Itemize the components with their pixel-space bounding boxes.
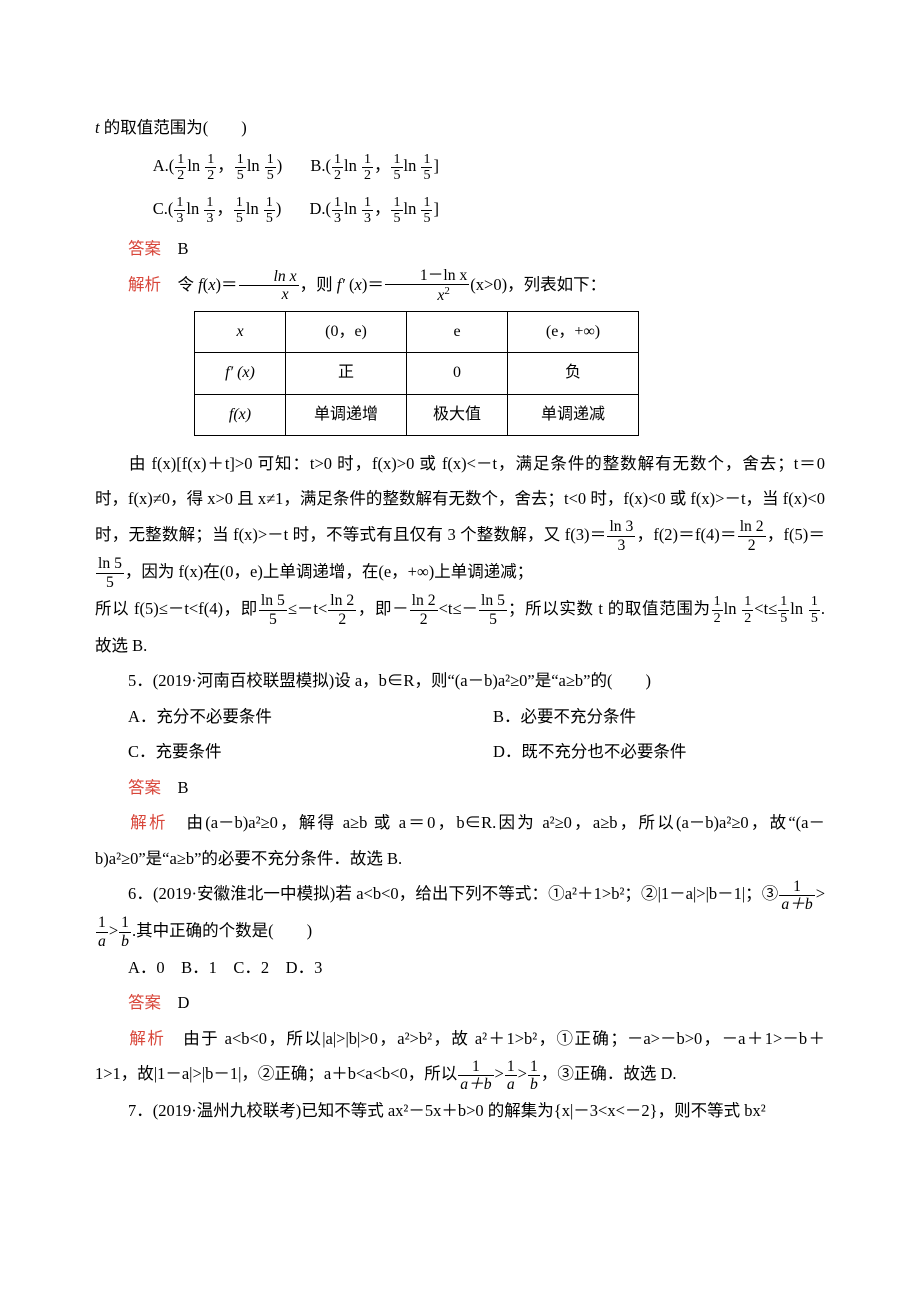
table-row: f(x) 单调递增 极大值 单调递减 <box>195 394 639 435</box>
q4-analysis-intro: 解析 令 f(x)＝ln xx，则 f′ (x)＝1－ln xx2(x>0)，列… <box>95 267 825 305</box>
q4-para1: 由 f(x)[f(x)＋t]>0 可知：t>0 时，f(x)>0 或 f(x)<… <box>95 446 825 591</box>
choice-D: D．既不充分也不必要条件 <box>460 734 825 769</box>
table-row: f′ (x) 正 0 负 <box>195 353 639 394</box>
document-page: t 的取值范围为( ) A.(12ln 12，15ln 15) B.(12ln … <box>0 0 920 1189</box>
answer-value: D <box>178 993 190 1012</box>
choice-B: B．必要不充分条件 <box>460 699 825 734</box>
choice-C: C.(13ln 13，15ln 15) <box>153 199 282 218</box>
choice-D: D.(13ln 13，15ln 15] <box>309 199 439 218</box>
q4-stem: t 的取值范围为( ) <box>95 110 825 145</box>
q5-analysis: 解析 由(a－b)a²≥0，解得 a≥b 或 a＝0，b∈R.因为 a²≥0，a… <box>95 805 825 876</box>
q5-choices-row1: A．充分不必要条件 B．必要不充分条件 <box>95 699 825 734</box>
q4-table: x (0，e) e (e，+∞) f′ (x) 正 0 负 f(x) 单调递增 … <box>194 311 639 436</box>
q5-stem: 5．(2019·河南百校联盟模拟)设 a，b∈R，则“(a－b)a²≥0”是“a… <box>95 663 825 698</box>
var-t: t <box>95 118 100 137</box>
q6-choices: A．0 B．1 C．2 D．3 <box>95 950 825 985</box>
answer-label: 答案 <box>128 778 161 797</box>
q6-analysis: 解析 由于 a<b<0，所以|a|>|b|>0，a²>b²，故 a²＋1>b²，… <box>95 1021 825 1093</box>
choice-A: A.(12ln 12，15ln 15) <box>153 156 283 175</box>
q5-answer: 答案 B <box>95 770 825 805</box>
q4-para2: 所以 f(5)≤－t<f(4)，即ln 55≤－t<ln 22，即－ln 22<… <box>95 591 825 663</box>
answer-value: B <box>178 778 189 797</box>
q6-answer: 答案 D <box>95 985 825 1020</box>
choice-A: A．充分不必要条件 <box>95 699 460 734</box>
q5-choices-row2: C．充要条件 D．既不充分也不必要条件 <box>95 734 825 769</box>
q4-stem-text: 的取值范围为( ) <box>104 118 247 137</box>
q4-answer: 答案 B <box>95 231 825 266</box>
answer-value: B <box>178 239 189 258</box>
choice-C: C．充要条件 <box>95 734 460 769</box>
analysis-label: 解析 <box>128 275 161 294</box>
table-row: x (0，e) e (e，+∞) <box>195 311 639 352</box>
q4-choices-row1: A.(12ln 12，15ln 15) B.(12ln 12，15ln 15] … <box>95 145 825 231</box>
q7-stem: 7．(2019·温州九校联考)已知不等式 ax²－5x＋b>0 的解集为{x|－… <box>95 1093 825 1128</box>
q6-stem: 6．(2019·安徽淮北一中模拟)若 a<b<0，给出下列不等式：①a²＋1>b… <box>95 876 825 950</box>
answer-label: 答案 <box>128 239 161 258</box>
answer-label: 答案 <box>128 993 161 1012</box>
analysis-label: 解析 <box>128 813 168 832</box>
q4-table-wrap: x (0，e) e (e，+∞) f′ (x) 正 0 负 f(x) 单调递增 … <box>95 311 825 436</box>
choice-B: B.(12ln 12，15ln 15] <box>310 156 439 175</box>
analysis-label: 解析 <box>128 1029 165 1048</box>
